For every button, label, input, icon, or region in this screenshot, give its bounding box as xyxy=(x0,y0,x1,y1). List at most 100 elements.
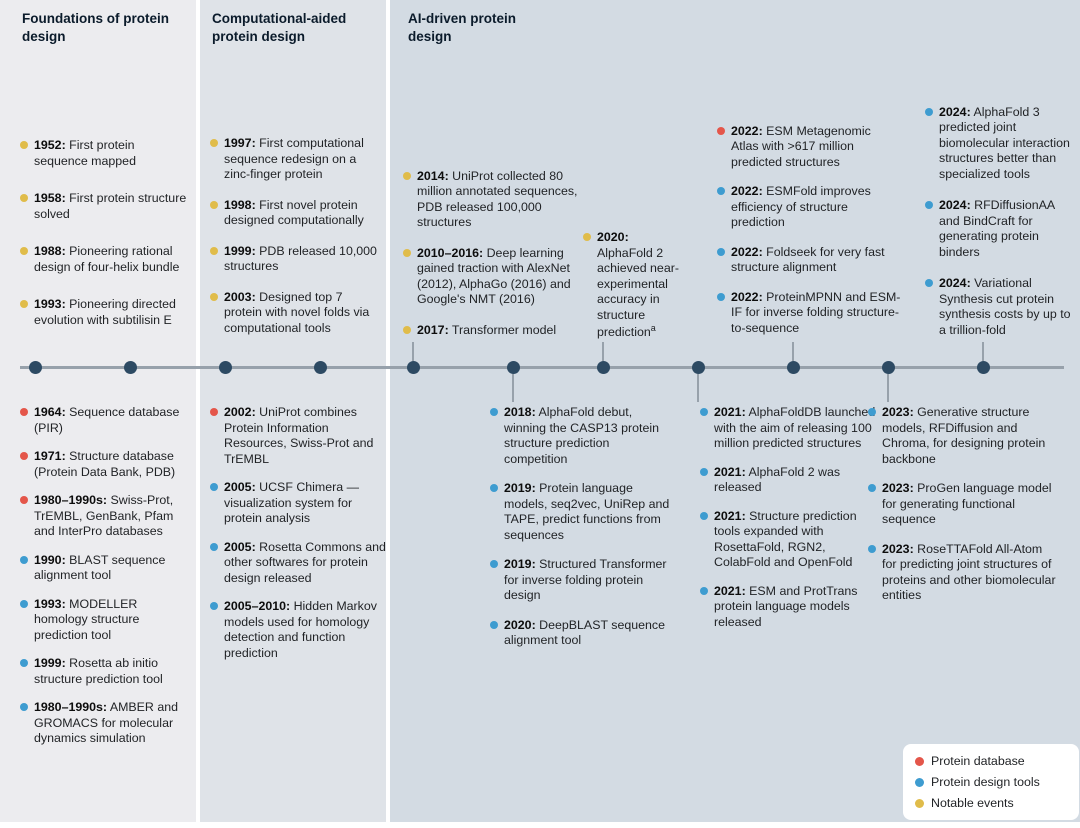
item-text: ESMFold improves efficiency of structure… xyxy=(731,184,871,229)
timeline-node xyxy=(597,361,610,374)
category-dot xyxy=(700,586,708,595)
item-text: RFDiffusionAA and BindCraft for generati… xyxy=(939,198,1055,259)
category-dot xyxy=(717,292,725,301)
item-year: 2022: xyxy=(731,184,763,198)
category-dot xyxy=(925,279,933,287)
timeline-node xyxy=(29,361,42,374)
category-dot xyxy=(20,599,28,608)
category-dot xyxy=(717,187,725,195)
item-text: ProteinMPNN and ESM-IF for inverse foldi… xyxy=(731,289,901,335)
category-dot xyxy=(210,602,218,610)
timeline-item: 2022: Foldseek for very fast structure a… xyxy=(717,245,901,276)
item-text: RoseTTAFold All-Atom for predicting join… xyxy=(882,541,1056,603)
timeline-item: 1993: Pioneering directed evolution with… xyxy=(20,297,188,328)
item-year: 2023: xyxy=(882,541,914,556)
timeline-item: 2017: Transformer model xyxy=(403,323,581,339)
timeline-item: 1952: First protein sequence mapped xyxy=(20,138,188,169)
timeline-item: 2005: UCSF Chimera — visualization syste… xyxy=(210,480,386,527)
item-year: 1952: xyxy=(34,138,66,152)
timeline-node xyxy=(692,361,705,374)
category-dot xyxy=(868,544,876,553)
timeline-item: 2005–2010: Hidden Markov models used for… xyxy=(210,599,386,661)
timeline-item: 2022: ESM Metagenomic Atlas with >617 mi… xyxy=(717,124,901,171)
bottom-column-computational: 2002: UniProt combines Protein Informati… xyxy=(210,405,386,661)
item-year: 2005: xyxy=(224,539,256,554)
item-year: 2017: xyxy=(417,322,449,337)
timeline-item: 2019: Structured Transformer for inverse… xyxy=(490,557,674,604)
category-dot xyxy=(210,483,218,491)
timeline-node xyxy=(314,361,327,374)
category-dot xyxy=(403,171,411,180)
item-text: ESM Metagenomic Atlas with >617 million … xyxy=(731,123,871,169)
item-year: 2005: xyxy=(224,480,256,494)
item-text: AlphaFoldDB launched with the aim of rel… xyxy=(714,405,876,450)
item-text: AlphaFold debut, winning the CASP13 prot… xyxy=(504,405,659,466)
timeline-item: 1998: First novel protein designed compu… xyxy=(210,198,382,229)
notable-events-dot xyxy=(915,798,924,808)
timeline-item: 2021: AlphaFold 2 was released xyxy=(700,465,876,496)
top-column-2022: 2022: ESM Metagenomic Atlas with >617 mi… xyxy=(717,0,901,336)
legend-label: Protein database xyxy=(931,754,1025,768)
timeline-item: 2005: Rosetta Commons and other software… xyxy=(210,540,386,587)
timeline-item: 2024: Variational Synthesis cut protein … xyxy=(925,276,1075,338)
top-column-2024: 2024: AlphaFold 3 predicted joint biomol… xyxy=(925,0,1075,338)
item-text: Structure prediction tools expanded with… xyxy=(714,508,857,570)
bottom-column-2021: 2021: AlphaFoldDB launched with the aim … xyxy=(700,405,876,630)
item-year: 2021: xyxy=(714,405,746,419)
item-year: 1999: xyxy=(34,656,66,670)
legend: Protein database Protein design tools No… xyxy=(903,744,1079,820)
timeline-item: 2021: ESM and ProtTrans protein language… xyxy=(700,584,876,631)
top-column-foundations: 1952: First protein sequence mapped 1958… xyxy=(20,0,188,328)
item-text: ESM and ProtTrans protein language model… xyxy=(714,583,858,629)
section-computational-panel xyxy=(200,0,386,822)
item-text: Swiss-Prot, TrEMBL, GenBank, Pfam and In… xyxy=(34,493,174,538)
item-year: 2020: xyxy=(504,617,536,632)
category-dot xyxy=(210,292,218,301)
timeline-tick xyxy=(792,342,794,361)
item-text: AMBER and GROMACS for molecular dynamics… xyxy=(34,700,178,745)
item-text: Hidden Markov models used for homology d… xyxy=(224,599,377,660)
item-year: 2018: xyxy=(504,405,536,419)
category-dot xyxy=(868,408,876,416)
category-dot xyxy=(490,484,498,492)
category-dot xyxy=(210,139,218,147)
category-dot xyxy=(20,141,28,149)
timeline-item: 2024: AlphaFold 3 predicted joint biomol… xyxy=(925,105,1075,183)
category-dot xyxy=(717,126,725,135)
timeline-item: 2022: ProteinMPNN and ESM-IF for inverse… xyxy=(717,290,901,337)
timeline-node xyxy=(507,361,520,374)
item-year: 1998: xyxy=(224,197,256,212)
timeline-item: 2002: UniProt combines Protein Informati… xyxy=(210,405,386,467)
item-text: PDB released 10,000 structures xyxy=(224,243,377,274)
protein-design-tools-dot xyxy=(915,777,924,787)
item-year: 1990: xyxy=(34,552,66,567)
item-year: 1980–1990s: xyxy=(34,493,108,507)
item-year: 2010–2016: xyxy=(417,245,484,260)
top-column-ai-early: 2014: UniProt collected 80 million annot… xyxy=(403,0,581,338)
timeline-item: 2021: Structure prediction tools expande… xyxy=(700,509,876,571)
item-year: 1999: xyxy=(224,243,256,258)
item-text: DeepBLAST sequence alignment tool xyxy=(504,617,665,648)
bottom-column-2018: 2018: AlphaFold debut, winning the CASP1… xyxy=(490,405,674,649)
item-text: Transformer model xyxy=(451,322,557,337)
timeline-tick xyxy=(887,374,889,402)
category-dot xyxy=(925,201,933,209)
category-dot xyxy=(490,408,498,416)
timeline-item: 1999: PDB released 10,000 structures xyxy=(210,244,382,275)
item-year: 1993: xyxy=(34,596,66,611)
item-year: 2024: xyxy=(939,104,971,119)
item-text: UniProt combines Protein Information Res… xyxy=(224,405,374,466)
legend-item-protein-database: Protein database xyxy=(915,754,1067,768)
item-year: 1997: xyxy=(224,136,256,150)
timeline-node xyxy=(124,361,137,374)
category-dot xyxy=(20,300,28,308)
timeline-item: 2021: AlphaFoldDB launched with the aim … xyxy=(700,405,876,452)
legend-item-notable-events: Notable events xyxy=(915,796,1067,810)
footnote-marker: a xyxy=(650,323,656,334)
timeline-item: 1971: Structure database (Protein Data B… xyxy=(20,449,188,480)
timeline-item: 2022: ESMFold improves efficiency of str… xyxy=(717,184,901,231)
timeline-item: 1980–1990s: Swiss-Prot, TrEMBL, GenBank,… xyxy=(20,493,188,540)
timeline-node xyxy=(407,361,420,374)
item-text: Structure database (Protein Data Bank, P… xyxy=(34,449,176,479)
section-title-computational: Computational-aided protein design xyxy=(212,11,347,44)
